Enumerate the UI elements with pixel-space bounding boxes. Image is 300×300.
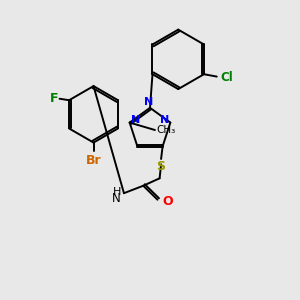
Text: CH₃: CH₃ (156, 125, 176, 135)
Text: Br: Br (86, 154, 101, 167)
Text: Cl: Cl (220, 71, 233, 84)
Text: N: N (144, 97, 153, 107)
Text: N: N (112, 192, 121, 205)
Text: N: N (160, 115, 169, 125)
Text: O: O (162, 195, 172, 208)
Text: S: S (157, 160, 166, 173)
Text: F: F (50, 92, 58, 105)
Text: N: N (131, 115, 140, 125)
Text: H: H (112, 187, 121, 197)
